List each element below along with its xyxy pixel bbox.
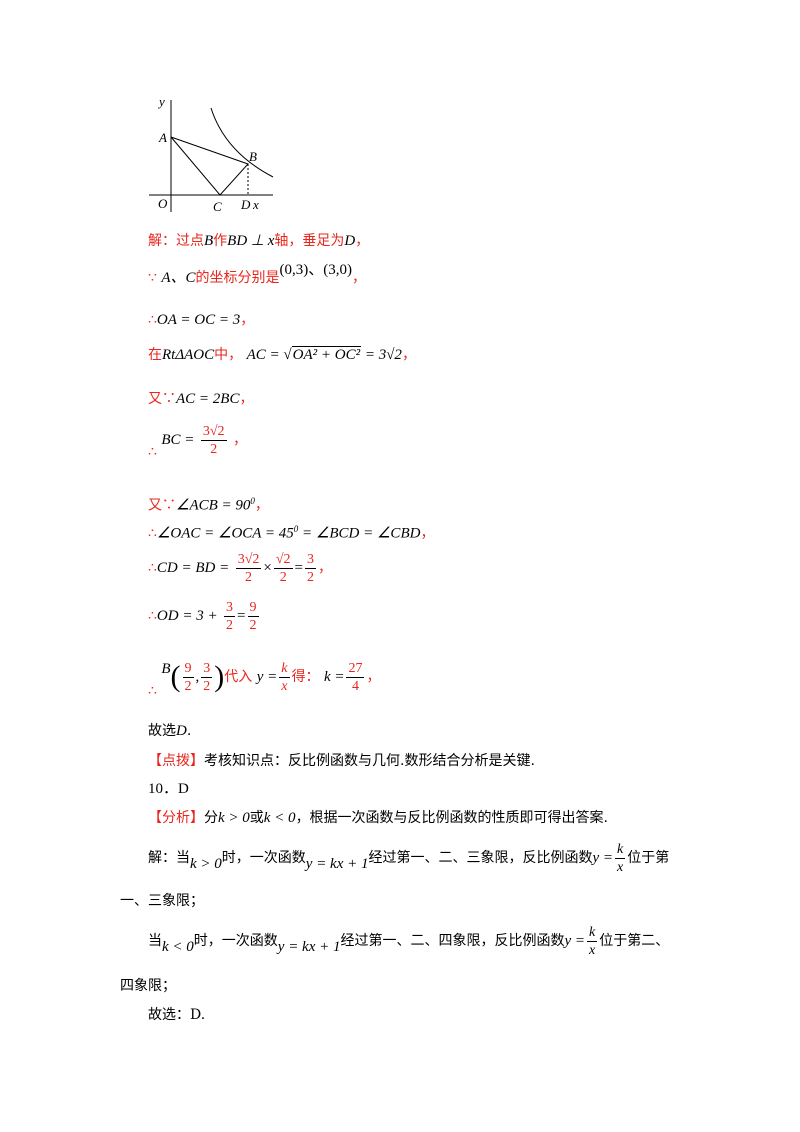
label-a: A bbox=[158, 130, 167, 145]
geometry-figure: y A B O C D x bbox=[149, 94, 274, 214]
label-y: y bbox=[157, 94, 165, 109]
triangle-aob bbox=[170, 136, 249, 196]
solution-line-3: ∴OA = OC = 3， bbox=[148, 312, 255, 328]
fraction: 3√2 2 bbox=[235, 551, 262, 585]
solution-paragraph-1: 解：当k > 0时，一次函数y = kx + 1经过第一、二、三象限，反比例函数… bbox=[148, 841, 670, 875]
label-b: B bbox=[249, 149, 257, 164]
solution-line-11: ∴ B(9 2, 3 2)代入 y = k x 得： k = 27 4， bbox=[148, 660, 381, 699]
fraction: 3√2 2 bbox=[200, 423, 227, 457]
label-d: D bbox=[240, 197, 251, 212]
solution-paragraph-2-cont: 四象限； bbox=[120, 978, 176, 994]
final-answer: 故选：D. bbox=[148, 1007, 206, 1023]
fraction: 27 4 bbox=[346, 660, 365, 694]
solution-line-2: ∵ A、C的坐标分别是(0,3)、(3,0)， bbox=[148, 262, 367, 286]
label-x: x bbox=[252, 197, 259, 212]
solution-line-1: 解：过点B作BD ⊥ x轴，垂足为D， bbox=[148, 233, 370, 249]
solution-paragraph-2: 当k < 0时，一次函数y = kx + 1经过第一、二、四象限，反比例函数y … bbox=[148, 924, 670, 958]
label-c: C bbox=[213, 199, 222, 214]
fraction: √2 2 bbox=[273, 551, 293, 585]
solution-line-4: 在RtΔAOC中， AC = √OA² + OC² = 3√2， bbox=[148, 346, 416, 363]
solution-line-10: ∴OD = 3 + 3 2 = 9 2 bbox=[148, 599, 259, 633]
tip-line: 【点拨】考核知识点：反比例函数与几何.数形结合分析是关键. bbox=[148, 753, 535, 769]
solution-line-5: 又∵AC = 2BC， bbox=[148, 391, 254, 407]
analysis-line: 【分析】分k > 0或k < 0，根据一次函数与反比例函数的性质即可得出答案. bbox=[148, 810, 609, 826]
question-10-number: 10．D bbox=[148, 781, 189, 797]
label-o: O bbox=[158, 196, 168, 211]
hyperbola-curve bbox=[210, 107, 274, 178]
solution-line-8: ∴∠OAC = ∠OCA = 450 = ∠BCD = ∠CBD， bbox=[148, 524, 435, 542]
solution-line-6: ∴ BC = 3√2 2 ， bbox=[148, 423, 248, 461]
solution-line-12: 故选D. bbox=[148, 723, 192, 739]
solution-paragraph-1-cont: 一、三象限； bbox=[120, 893, 204, 909]
solution-line-9: ∴CD = BD = 3√2 2 × √2 2 = 3 2， bbox=[148, 551, 333, 585]
solution-line-7: 又∵∠ACB = 900， bbox=[148, 496, 269, 514]
